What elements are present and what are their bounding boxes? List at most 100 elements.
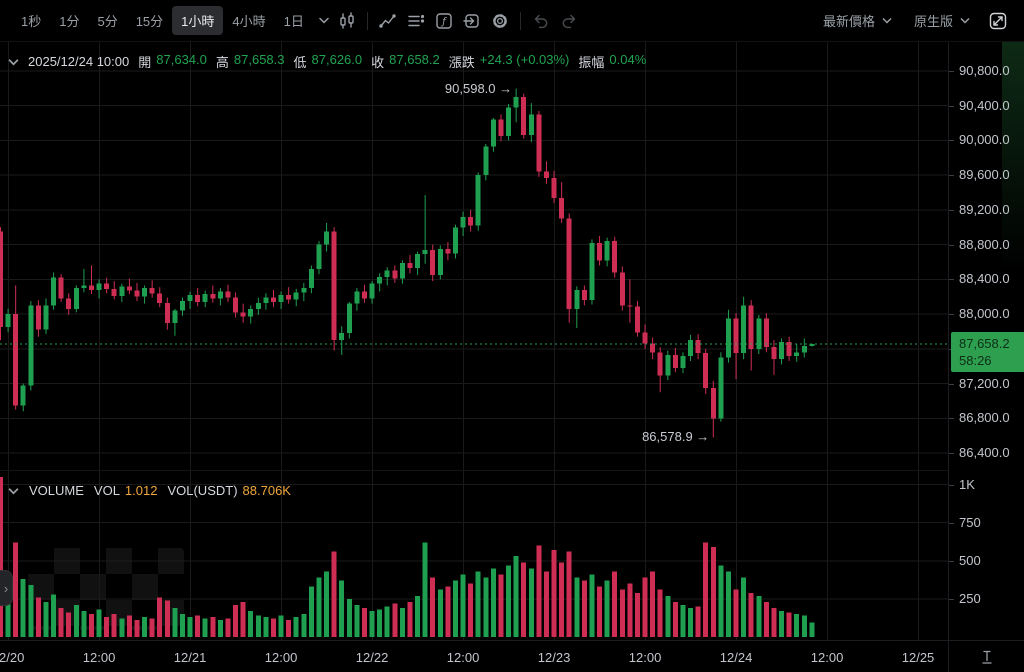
native-version-dropdown[interactable]: 原生版 xyxy=(906,7,978,34)
candle-body xyxy=(725,318,731,358)
candle-body xyxy=(172,310,178,323)
volume-bar xyxy=(536,545,542,637)
candle-body xyxy=(771,347,777,360)
volume-bar xyxy=(559,562,565,637)
fullscreen-icon[interactable] xyxy=(984,7,1012,35)
volume-bar xyxy=(733,589,739,637)
candle-body xyxy=(657,352,663,376)
timeframe-1m-button[interactable]: 1分 xyxy=(50,6,88,35)
time-axis[interactable]: 12/20 12:00 12/21 12:00 12/22 12:00 12/23 12:00… xyxy=(0,640,948,672)
volume-bar xyxy=(58,608,64,637)
candle-body xyxy=(543,171,549,178)
volume-bar xyxy=(111,614,117,637)
volume-bar xyxy=(650,571,656,637)
volume-bar xyxy=(703,542,709,637)
candle-body xyxy=(308,268,314,289)
volume-tick-label: 500 xyxy=(959,552,981,568)
volume-bar xyxy=(270,618,276,637)
volume-bar xyxy=(604,580,610,637)
price-tick-label: 90,000.0 xyxy=(959,132,1010,148)
candle-body xyxy=(779,341,785,360)
volume-tick-mark xyxy=(949,599,954,600)
time-tick-label: 12/25 xyxy=(901,650,935,665)
timeframe-1h-button[interactable]: 1小時 xyxy=(172,6,224,35)
volume-bar xyxy=(657,589,663,637)
candle-body xyxy=(619,272,625,306)
volume-bar xyxy=(316,577,322,637)
volume-bar xyxy=(543,571,549,637)
redo-icon[interactable] xyxy=(555,7,583,35)
legend-close: 收 87,658.2 xyxy=(371,52,440,70)
candle-body xyxy=(794,352,800,356)
volume-collapse-icon[interactable] xyxy=(8,483,19,498)
panel-expand-handle[interactable]: › xyxy=(0,570,13,606)
price-tick-label: 88,800.0 xyxy=(959,236,1010,252)
ohlc-legend: 2025/12/24 10:00 開 87,634.0 高 87,658.3 低 87… xyxy=(8,52,646,71)
latest-price-dropdown[interactable]: 最新價格 xyxy=(815,7,900,34)
volume-bar xyxy=(255,615,261,637)
candle-body xyxy=(703,353,709,388)
volume-bar xyxy=(574,577,580,637)
formula-icon[interactable]: ƒ xyxy=(430,7,458,35)
volume-bar xyxy=(581,580,587,637)
timeframe-dropdown-icon[interactable] xyxy=(315,7,333,35)
layout-save-icon[interactable] xyxy=(458,7,486,35)
candle-body xyxy=(695,340,701,354)
high-price-annotation: 90,598.0 → xyxy=(444,80,513,96)
settings-gear-icon[interactable] xyxy=(486,7,514,35)
time-tick-label: 12/22 xyxy=(355,650,389,665)
toolbar-divider xyxy=(519,11,521,30)
timeframe-1s-button[interactable]: 1秒 xyxy=(12,6,50,35)
candle-body xyxy=(331,231,337,341)
toolbar: 1秒 1分 5分 15分 1小時 4小時 1日 ƒ xyxy=(0,0,1024,42)
volume-bar xyxy=(5,588,11,637)
price-axis[interactable]: 90,800.0 90,400.0 90,000.0 89,600.0 89,200.0… xyxy=(948,42,1024,640)
candle-body xyxy=(369,283,375,299)
volume-bar xyxy=(354,604,360,637)
volume-bar xyxy=(346,598,352,637)
volume-bar xyxy=(521,562,527,637)
timeframe-4h-button[interactable]: 4小時 xyxy=(223,6,274,35)
candlestick-chart[interactable] xyxy=(0,42,948,640)
volume-bar xyxy=(771,608,777,637)
legend-collapse-icon[interactable] xyxy=(8,54,19,69)
volume-tick-label: 750 xyxy=(959,514,981,530)
candle-body xyxy=(483,146,489,176)
time-tick-label: 12/23 xyxy=(537,650,571,665)
candle-body xyxy=(604,241,610,261)
timeframe-1d-button[interactable]: 1日 xyxy=(275,6,313,35)
timeframe-15m-button[interactable]: 15分 xyxy=(127,6,172,35)
candle-body xyxy=(58,277,64,299)
timeframe-5m-button[interactable]: 5分 xyxy=(88,6,126,35)
candle-body xyxy=(399,262,405,279)
volume-bar xyxy=(756,595,762,637)
price-tick-label: 88,000.0 xyxy=(959,306,1010,322)
axis-scale-button[interactable] xyxy=(948,640,1024,672)
indicators-icon[interactable] xyxy=(374,7,402,35)
volume-bar xyxy=(392,603,398,637)
price-tick-label: 88,400.0 xyxy=(959,271,1010,287)
candle-body xyxy=(551,177,557,198)
display-settings-icon[interactable] xyxy=(402,7,430,35)
volume-bar xyxy=(301,614,307,637)
candle-body xyxy=(96,283,102,290)
candle-body xyxy=(718,357,724,419)
volume-bar xyxy=(225,618,231,637)
volume-bar xyxy=(278,615,284,637)
volume-tick-mark xyxy=(949,561,954,562)
candle-body xyxy=(589,242,595,301)
candle-body xyxy=(597,242,603,261)
volume-bar xyxy=(627,583,633,637)
candle-body xyxy=(665,354,671,376)
candle-body xyxy=(445,248,451,254)
candle-style-icon[interactable] xyxy=(333,7,361,35)
candle-body xyxy=(581,289,587,301)
volume-bar xyxy=(634,592,640,637)
volume-bar xyxy=(490,568,496,637)
volume-bar xyxy=(809,622,815,637)
undo-icon[interactable] xyxy=(527,7,555,35)
volume-bar xyxy=(551,550,557,637)
candle-body xyxy=(407,262,413,269)
candle-body xyxy=(741,305,747,354)
